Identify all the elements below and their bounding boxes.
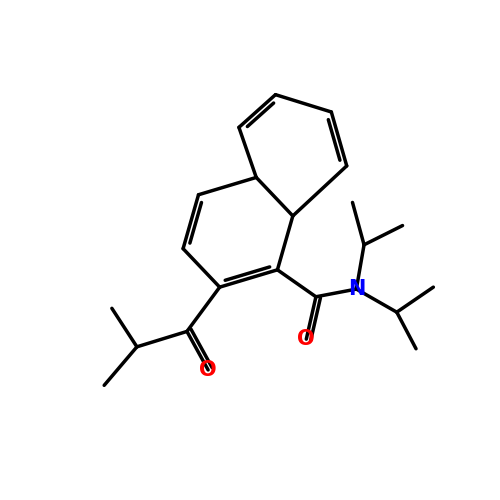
- Text: O: O: [200, 360, 217, 380]
- Text: O: O: [298, 329, 315, 349]
- Text: N: N: [348, 279, 365, 299]
